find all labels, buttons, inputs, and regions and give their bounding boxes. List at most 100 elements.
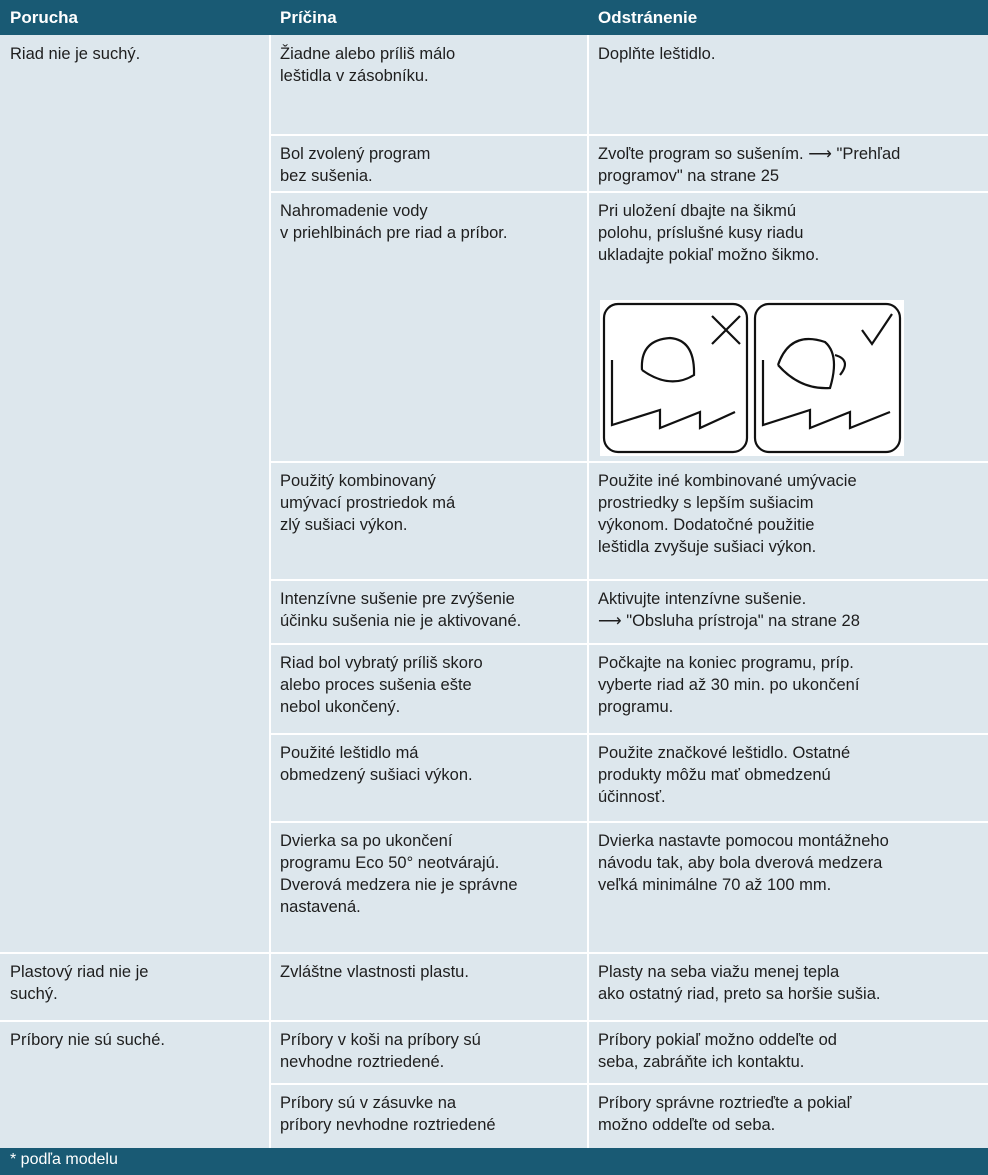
- cause-cell: Žiadne alebo príliš málo leštidla v zásob…: [280, 43, 580, 87]
- text-line: Počkajte na koniec programu, príp.: [598, 654, 854, 672]
- remedy-cell: Počkajte na koniec programu, príp. vybert…: [598, 652, 983, 718]
- column-divider: [269, 35, 271, 1148]
- text-line: Riad nie je suchý.: [10, 45, 141, 63]
- text-line: ukladajte pokiaľ možno šikmo.: [598, 246, 820, 264]
- cause-cell: Dvierka sa po ukončení programu Eco 50° n…: [280, 830, 580, 918]
- fault-cell: Riad nie je suchý.: [10, 43, 265, 65]
- row-divider: [270, 821, 988, 823]
- text-line: Bol zvolený program: [280, 145, 431, 163]
- row-divider: [270, 191, 988, 193]
- text-line: Použite značkové leštidlo. Ostatné: [598, 744, 851, 762]
- text-line: suchý.: [10, 985, 58, 1003]
- fault-cell: Plastový riad nie je suchý.: [10, 961, 265, 1005]
- remedy-cell: Zvoľte program so sušením. ⟶ "Prehľad pro…: [598, 143, 983, 187]
- text-line: Dverová medzera nie je správne: [280, 876, 518, 894]
- text-line: Aktivujte intenzívne sušenie.: [598, 590, 807, 608]
- text-line: výkonom. Dodatočné použitie: [598, 516, 815, 534]
- text-line: Dvierka sa po ukončení: [280, 832, 453, 850]
- text-line: Intenzívne sušenie pre zvýšenie: [280, 590, 515, 608]
- remedy-cell: Dvierka nastavte pomocou montážneho návod…: [598, 830, 983, 896]
- group-divider: [0, 952, 988, 954]
- text-line: Pri uložení dbajte na šikmú: [598, 202, 797, 220]
- text-line: nastavená.: [280, 898, 361, 916]
- text-line: programu Eco 50° neotvárajú.: [280, 854, 500, 872]
- column-header: Porucha: [10, 8, 79, 27]
- text-line: ako ostatný riad, preto sa horšie sušia.: [598, 985, 881, 1003]
- text-line: prostriedky s lepším sušiacim: [598, 494, 814, 512]
- text-line: obmedzený sušiaci výkon.: [280, 766, 473, 784]
- text-line: Použitý kombinovaný: [280, 472, 436, 490]
- remedy-cell: Pri uložení dbajte na šikmú polohu, prísl…: [598, 200, 983, 266]
- text-line: Zvláštne vlastnosti plastu.: [280, 963, 469, 981]
- text-line: zlý sušiaci výkon.: [280, 516, 408, 534]
- text-line: Príbory pokiaľ možno oddeľte od: [598, 1031, 837, 1049]
- text-line: Plasty na seba viažu menej tepla: [598, 963, 840, 981]
- row-divider: [270, 1083, 988, 1085]
- text-line: Príbory nie sú suché.: [10, 1031, 165, 1049]
- text-line: ⟶ "Obsluha prístroja" na strane 28: [598, 612, 860, 630]
- text-line: Použite iné kombinované umývacie: [598, 472, 857, 490]
- cause-cell: Intenzívne sušenie pre zvýšenie účinku su…: [280, 588, 580, 632]
- text-line: Príbory sú v zásuvke na: [280, 1094, 457, 1112]
- cause-cell: Použitý kombinovaný umývací prostriedok m…: [280, 470, 580, 536]
- text-line: leštidla v zásobníku.: [280, 67, 429, 85]
- text-line: Riad bol vybratý príliš skoro: [280, 654, 483, 672]
- remedy-cell: Príbory správne roztrieďte a pokiaľ možno…: [598, 1092, 983, 1136]
- text-line: nevhodne roztriedené.: [280, 1053, 445, 1071]
- footer-bar: [0, 1148, 988, 1175]
- text-line: Zvoľte program so sušením. ⟶ "Prehľad: [598, 145, 901, 163]
- column-header: Príčina: [280, 8, 337, 27]
- row-divider: [270, 733, 988, 735]
- cause-cell: Použité leštidlo má obmedzený sušiaci výk…: [280, 742, 580, 786]
- footnote: * podľa modelu: [10, 1151, 118, 1168]
- column-header: Odstránenie: [598, 8, 698, 27]
- remedy-cell: Aktivujte intenzívne sušenie. ⟶ "Obsluha …: [598, 588, 983, 632]
- text-line: účinnosť.: [598, 788, 666, 806]
- cause-cell: Príbory sú v zásuvke na príbory nevhodne …: [280, 1092, 580, 1136]
- text-line: vyberte riad až 30 min. po ukončení: [598, 676, 860, 694]
- cause-cell: Bol zvolený program bez sušenia.: [280, 143, 580, 187]
- text-line: polohu, príslušné kusy riadu: [598, 224, 804, 242]
- text-line: seba, zabráňte ich kontaktu.: [598, 1053, 805, 1071]
- illustration: [600, 300, 904, 456]
- group-divider: [0, 1020, 988, 1022]
- text-line: Príbory správne roztrieďte a pokiaľ: [598, 1094, 852, 1112]
- text-line: Plastový riad nie je: [10, 963, 149, 981]
- remedy-cell: Príbory pokiaľ možno oddeľte od seba, zab…: [598, 1029, 983, 1073]
- fault-cell: Príbory nie sú suché.: [10, 1029, 265, 1051]
- text-line: alebo proces sušenia ešte: [280, 676, 472, 694]
- text-line: Doplňte leštidlo.: [598, 45, 716, 63]
- text-line: návodu tak, aby bola dverová medzera: [598, 854, 883, 872]
- text-line: programu.: [598, 698, 674, 716]
- row-divider: [270, 643, 988, 645]
- row-divider: [270, 461, 988, 463]
- cause-cell: Príbory v koši na príbory sú nevhodne roz…: [280, 1029, 580, 1073]
- text-line: Dvierka nastavte pomocou montážneho: [598, 832, 889, 850]
- text-line: Použité leštidlo má: [280, 744, 419, 762]
- text-line: umývací prostriedok má: [280, 494, 456, 512]
- cause-cell: Zvláštne vlastnosti plastu.: [280, 961, 580, 983]
- text-line: Žiadne alebo príliš málo: [280, 45, 456, 63]
- text-line: programov" na strane 25: [598, 167, 780, 185]
- text-line: Nahromadenie vody: [280, 202, 428, 220]
- text-line: nebol ukončený.: [280, 698, 401, 716]
- header-bar: [0, 0, 988, 35]
- remedy-cell: Použite iné kombinované umývacie prostrie…: [598, 470, 983, 558]
- column-divider: [587, 35, 589, 1148]
- dish-illustration: [602, 302, 902, 454]
- text-line: účinku sušenia nie je aktivované.: [280, 612, 522, 630]
- text-line: príbory nevhodne roztriedené: [280, 1116, 496, 1134]
- row-divider: [270, 579, 988, 581]
- text-line: Príbory v koši na príbory sú: [280, 1031, 481, 1049]
- text-line: produkty môžu mať obmedzenú: [598, 766, 831, 784]
- cause-cell: Nahromadenie vody v priehlbinách pre riad…: [280, 200, 580, 244]
- text-line: možno oddeľte od seba.: [598, 1116, 776, 1134]
- row-divider: [270, 134, 988, 136]
- text-line: bez sušenia.: [280, 167, 373, 185]
- text-line: leštidla zvyšuje sušiaci výkon.: [598, 538, 817, 556]
- remedy-cell: Doplňte leštidlo.: [598, 43, 983, 65]
- text-line: veľká minimálne 70 až 100 mm.: [598, 876, 832, 894]
- cause-cell: Riad bol vybratý príliš skoro alebo proce…: [280, 652, 580, 718]
- text-line: v priehlbinách pre riad a príbor.: [280, 224, 508, 242]
